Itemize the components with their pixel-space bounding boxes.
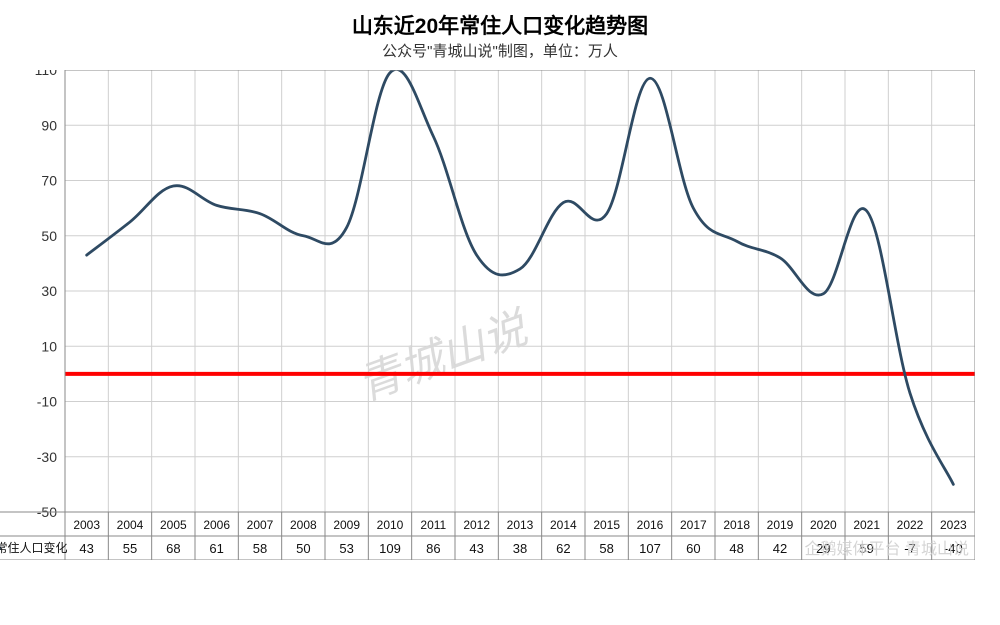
year-cell: 2022 bbox=[897, 518, 924, 532]
value-cell: 50 bbox=[296, 541, 310, 556]
value-cell: 58 bbox=[599, 541, 613, 556]
year-cell: 2015 bbox=[593, 518, 620, 532]
value-cell: 61 bbox=[209, 541, 223, 556]
chart-frame: 山东近20年常住人口变化趋势图 公众号"青城山说"制图，单位：万人 青城山说-5… bbox=[0, 0, 1000, 625]
year-cell: 2014 bbox=[550, 518, 577, 532]
year-cell: 2020 bbox=[810, 518, 837, 532]
year-cell: 2007 bbox=[247, 518, 274, 532]
year-cell: 2012 bbox=[463, 518, 490, 532]
value-cell: 109 bbox=[379, 541, 401, 556]
year-cell: 2003 bbox=[73, 518, 100, 532]
chart-title: 山东近20年常住人口变化趋势图 bbox=[0, 10, 1000, 40]
value-cell: 62 bbox=[556, 541, 570, 556]
chart-svg: 青城山说-50-30-101030507090110常住人口变化20032004… bbox=[0, 70, 975, 560]
value-cell: 53 bbox=[339, 541, 353, 556]
value-cell: 86 bbox=[426, 541, 440, 556]
year-cell: 2010 bbox=[377, 518, 404, 532]
value-cell: 43 bbox=[469, 541, 483, 556]
value-cell: 60 bbox=[686, 541, 700, 556]
value-cell: 48 bbox=[729, 541, 743, 556]
svg-text:-10: -10 bbox=[37, 394, 57, 410]
value-cell: 107 bbox=[639, 541, 661, 556]
year-cell: 2008 bbox=[290, 518, 317, 532]
svg-text:-30: -30 bbox=[37, 449, 57, 465]
year-cell: 2009 bbox=[333, 518, 360, 532]
svg-text:50: 50 bbox=[41, 228, 57, 244]
year-cell: 2019 bbox=[767, 518, 794, 532]
value-cell: 58 bbox=[253, 541, 267, 556]
value-cell: 68 bbox=[166, 541, 180, 556]
year-cell: 2021 bbox=[853, 518, 880, 532]
watermark-footer: 企鹅媒体平台 青城山说 bbox=[805, 540, 969, 558]
legend: 常住人口变化 bbox=[0, 540, 68, 555]
svg-text:10: 10 bbox=[41, 338, 57, 354]
year-cell: 2005 bbox=[160, 518, 187, 532]
chart-subtitle: 公众号"青城山说"制图，单位：万人 bbox=[0, 40, 1000, 61]
year-cell: 2017 bbox=[680, 518, 707, 532]
svg-text:90: 90 bbox=[41, 117, 57, 133]
year-cell: 2023 bbox=[940, 518, 967, 532]
svg-text:30: 30 bbox=[41, 283, 57, 299]
year-cell: 2006 bbox=[203, 518, 230, 532]
year-cell: 2018 bbox=[723, 518, 750, 532]
value-cell: 43 bbox=[79, 541, 93, 556]
svg-text:70: 70 bbox=[41, 173, 57, 189]
value-cell: 42 bbox=[773, 541, 787, 556]
year-cell: 2016 bbox=[637, 518, 664, 532]
legend-label: 常住人口变化 bbox=[0, 540, 68, 555]
year-cell: 2013 bbox=[507, 518, 534, 532]
year-cell: 2004 bbox=[117, 518, 144, 532]
value-cell: 38 bbox=[513, 541, 527, 556]
year-cell: 2011 bbox=[420, 518, 446, 532]
svg-text:110: 110 bbox=[35, 70, 58, 78]
value-cell: 55 bbox=[123, 541, 137, 556]
